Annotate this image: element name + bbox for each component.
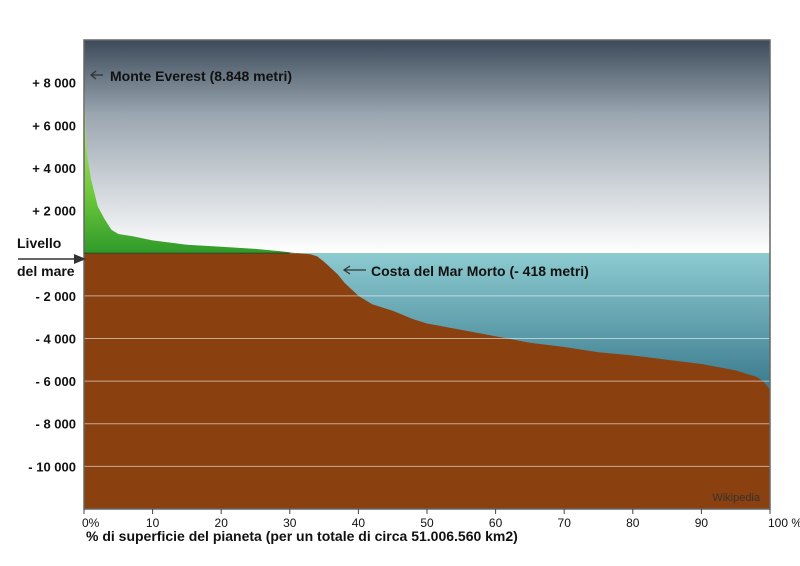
x-tick-label: 60 bbox=[489, 516, 503, 530]
x-tick-label: 10 bbox=[146, 516, 160, 530]
everest-label: Monte Everest (8.848 metri) bbox=[110, 68, 292, 84]
y-tick-label: - 6 000 bbox=[36, 374, 76, 389]
sea-level-label-line1: Livello bbox=[17, 235, 61, 251]
y-tick-label: + 4 000 bbox=[32, 161, 76, 176]
dead-sea-label: Costa del Mar Morto (- 418 metri) bbox=[371, 263, 589, 279]
credit-wikipedia: Wikipedia bbox=[712, 492, 761, 504]
x-tick-label: 70 bbox=[558, 516, 572, 530]
x-tick-label: 50 bbox=[420, 516, 434, 530]
y-axis-ticks: + 8 000 + 6 000 + 4 000 + 2 000 - 2 000 - 4 0… bbox=[28, 76, 76, 475]
x-tick-label: 90 bbox=[695, 516, 709, 530]
x-tick-label: 30 bbox=[283, 516, 297, 530]
x-tick-label: 100 % bbox=[768, 516, 800, 530]
y-tick-label: + 2 000 bbox=[32, 204, 76, 219]
plot-area bbox=[83, 39, 771, 510]
y-tick-label: - 8 000 bbox=[36, 417, 76, 432]
y-tick-label: - 10 000 bbox=[28, 459, 76, 474]
dead-sea-arrow-icon bbox=[342, 265, 366, 275]
x-axis-label: % di superficie del pianeta (per un tota… bbox=[86, 528, 518, 544]
x-axis-ticks: 0% 10 20 30 40 50 60 70 80 90 100 % bbox=[82, 509, 800, 530]
y-tick-label: + 6 000 bbox=[32, 118, 76, 133]
x-tick-label: 20 bbox=[215, 516, 229, 530]
y-tick-label: - 2 000 bbox=[36, 289, 76, 304]
sky-background bbox=[84, 40, 770, 254]
y-tick-label: + 8 000 bbox=[32, 76, 76, 91]
annotation-everest: Monte Everest (8.848 metri) bbox=[89, 68, 292, 84]
x-tick-label: 80 bbox=[626, 516, 640, 530]
x-tick-label: 0% bbox=[82, 516, 100, 530]
sea-level-label: Livello del mare bbox=[17, 235, 86, 279]
annotation-dead-sea: Costa del Mar Morto (- 418 metri) bbox=[342, 263, 589, 279]
x-tick-label: 40 bbox=[352, 516, 366, 530]
sea-level-arrow-icon bbox=[18, 254, 86, 264]
everest-arrow-icon bbox=[89, 70, 103, 80]
gridlines bbox=[84, 295, 770, 467]
sea-level-label-line2: del mare bbox=[17, 263, 75, 279]
y-tick-label: - 4 000 bbox=[36, 331, 76, 346]
